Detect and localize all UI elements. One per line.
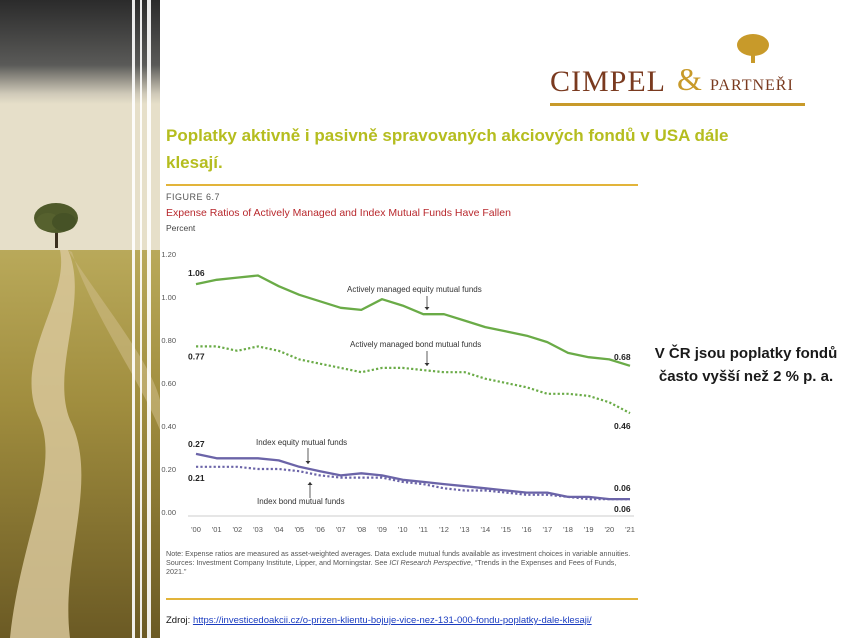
x-tick-label: '18 (563, 525, 573, 534)
y-tick-label: 0.00 (161, 508, 176, 517)
chart-note: Note: Expense ratios are measured as ass… (166, 549, 636, 577)
logo-underline (550, 103, 805, 106)
tree-logo-icon (737, 34, 769, 63)
x-tick-label: '08 (356, 525, 366, 534)
series-annotation-label: Actively managed bond mutual funds (350, 340, 481, 349)
x-tick-label: '20 (604, 525, 614, 534)
slide-title: Poplatky aktivně i pasivně spravovaných … (166, 126, 729, 172)
source-prefix: Zdroj: (166, 615, 193, 626)
start-value-label: 1.06 (188, 268, 205, 278)
note-text: Note: Expense ratios are measured as ass… (166, 549, 631, 558)
source-divider (166, 598, 638, 600)
logo-ampersand: & (677, 61, 702, 97)
series-annotation-label: Index bond mutual funds (257, 497, 345, 506)
annotation-arrowhead (424, 363, 430, 366)
expense-ratio-line-chart: 0.00 0.20 0.40 0.60 0.80 1.00 1.20 '00 '01 '02 '03… (161, 250, 635, 534)
x-tick-label: '12 (439, 525, 449, 534)
y-tick-label: 1.00 (161, 293, 176, 302)
source-link[interactable]: https://investicedoakcii.cz/o-prizen-kli… (192, 615, 592, 626)
logo-main-text: CIMPEL (550, 65, 667, 98)
x-tick-label: '14 (480, 525, 490, 534)
x-tick-label: '06 (315, 525, 325, 534)
end-value-label: 0.68 (614, 352, 631, 362)
start-value-label: 0.27 (188, 439, 205, 449)
x-tick-label: '01 (212, 525, 222, 534)
sources-suffix: , “Trends in the Expenses and Fees of Fu… (166, 558, 617, 577)
x-tick-label: '13 (460, 525, 470, 534)
series-line-1 (196, 345, 631, 415)
source-line: Zdroj: https://investicedoakcii.cz/o-pri… (166, 615, 592, 626)
series-line-3 (196, 465, 630, 501)
logo-partners-text: PARTNEŘI (710, 77, 794, 94)
side-note: V ČR jsou poplatky fondů často vyšší než… (654, 345, 838, 385)
sources-italic: ICI Research Perspective (389, 558, 471, 568)
start-value-label: 0.77 (188, 351, 205, 361)
landscape-photo (0, 0, 160, 638)
sources-text: Sources: Investment Company Institute, L… (166, 558, 636, 576)
y-tick-label: 1.20 (161, 250, 176, 259)
annotation-arrowhead (307, 482, 313, 485)
y-tick-label: 0.20 (161, 465, 176, 474)
end-value-label: 0.06 (614, 504, 631, 514)
figure-label: FIGURE 6.7 (166, 192, 221, 202)
series-line-0 (195, 274, 631, 367)
series-annotation-label: Index equity mutual funds (256, 438, 347, 447)
x-tick-label: '16 (522, 525, 532, 534)
x-tick-label: '05 (294, 525, 304, 534)
annotation-arrowhead (424, 307, 430, 310)
series-annotation-label: Actively managed equity mutual funds (347, 285, 482, 294)
end-value-label: 0.06 (614, 483, 631, 493)
x-tick-label: '00 (191, 525, 201, 534)
x-tick-label: '19 (584, 525, 594, 534)
x-tick-label: '02 (232, 525, 242, 534)
x-tick-label: '10 (398, 525, 408, 534)
title-divider (166, 184, 638, 186)
x-tick-label: '09 (377, 525, 387, 534)
x-tick-label: '07 (336, 525, 346, 534)
company-logo: CIMPEL & PARTNEŘI (550, 34, 810, 110)
x-tick-label: '04 (274, 525, 284, 534)
y-tick-label: 0.40 (161, 422, 176, 431)
start-value-label: 0.21 (188, 473, 205, 483)
sources-prefix: Sources: Investment Company Institute, L… (166, 558, 390, 568)
x-tick-label: '21 (625, 525, 635, 534)
chart-unit-label: Percent (166, 223, 196, 233)
chart-title: Expense Ratios of Actively Managed and I… (166, 207, 511, 219)
y-tick-label: 0.80 (161, 336, 176, 345)
x-tick-label: '15 (501, 525, 511, 534)
end-value-label: 0.46 (614, 421, 631, 431)
x-tick-label: '11 (419, 525, 428, 534)
x-tick-label: '03 (253, 525, 263, 534)
annotation-arrowhead (305, 461, 311, 464)
series-line-2 (195, 452, 630, 501)
y-tick-label: 0.60 (161, 379, 176, 388)
x-tick-label: '17 (542, 525, 552, 534)
